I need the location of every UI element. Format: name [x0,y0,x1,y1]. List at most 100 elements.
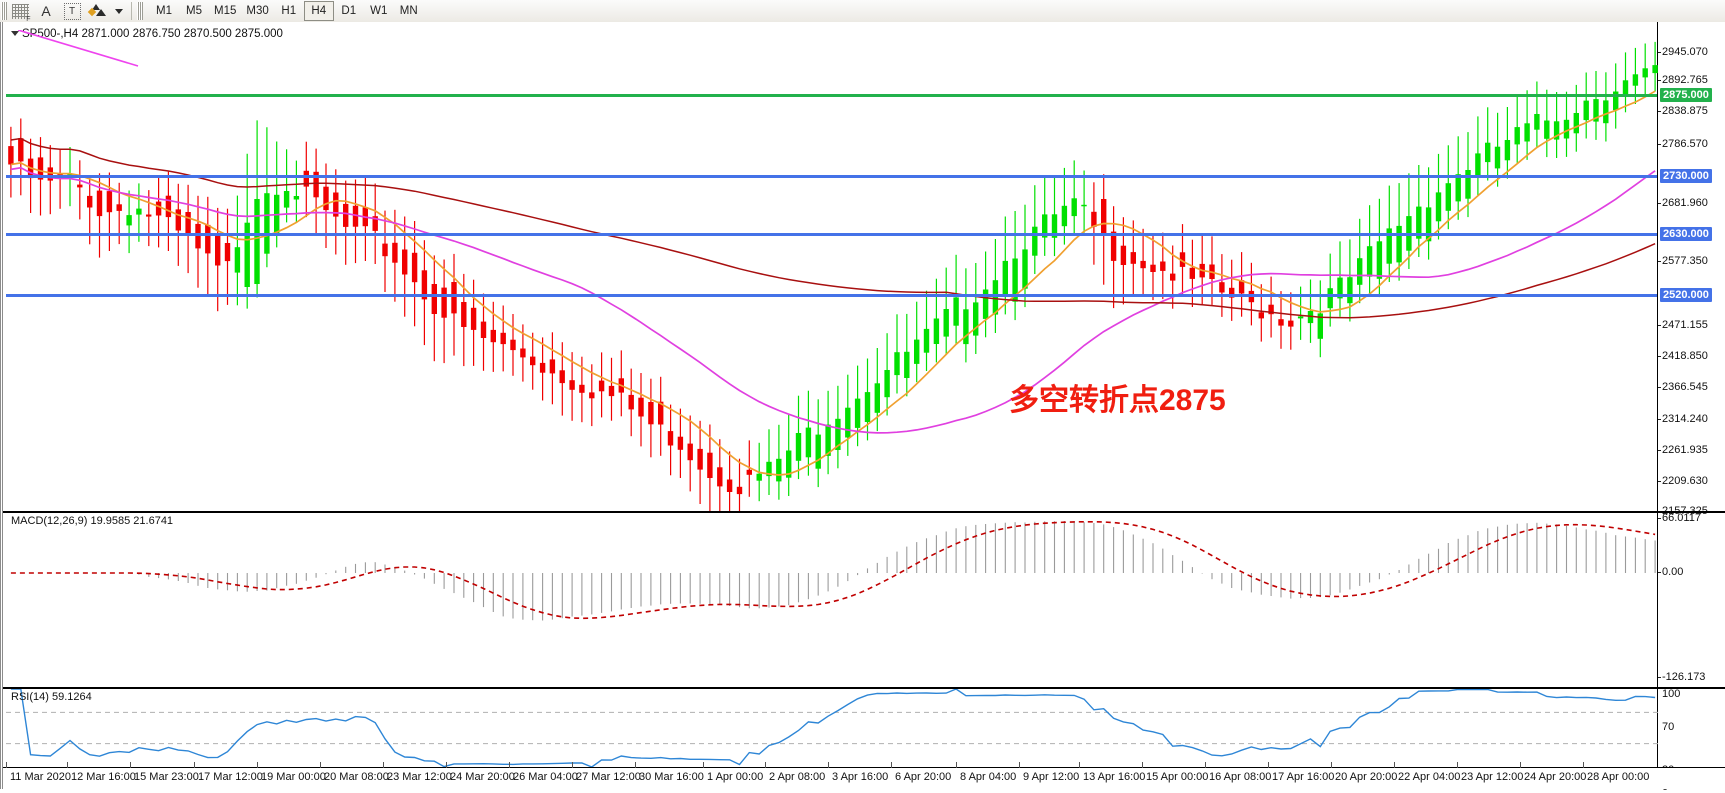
timeframe-h1[interactable]: H1 [281,5,297,17]
time-axis-tick [1205,762,1206,768]
macd-plot[interactable] [6,513,1657,687]
time-axis-label: 26 Mar 04:00 [513,771,578,783]
rsi-axis-label: 100 [1662,688,1681,700]
time-axis-tick [383,762,384,768]
time-axis-tick [703,762,704,768]
shapes-icon[interactable] [85,1,111,21]
time-axis-tick [1457,762,1458,768]
time-axis-label: 15 Apr 00:00 [1146,771,1209,783]
price-axis-label: 2838.875 [1658,105,1708,117]
time-axis-tick [635,762,636,768]
text-label-icon[interactable]: T [59,1,85,21]
macd-axis-label: 66.0117 [1658,512,1701,524]
time-axis-label: 30 Mar 16:00 [639,771,704,783]
time-axis-label: 17 Mar 12:00 [198,771,263,783]
time-axis-tick [1079,762,1080,768]
timeframe-m1[interactable]: M1 [156,5,172,17]
timeframe-m5[interactable]: M5 [186,5,202,17]
timeframe-h4[interactable]: H4 [303,1,334,21]
price-axis-label: 2892.765 [1658,74,1708,86]
text-label-box-icon: T [63,2,81,20]
price-axis-label: 2681.960 [1658,197,1708,209]
price-axis-label: 2314.240 [1658,413,1708,425]
time-axis-tick [956,762,957,768]
timeframe-m30[interactable]: M30 [246,5,269,17]
price-level-line[interactable] [6,294,1657,297]
price-level-badge: 2875.000 [1660,88,1712,102]
rsi-label: RSI(14) 59.1264 [11,691,92,703]
trendline-drawing[interactable] [18,30,148,70]
chart-area[interactable]: SP500-,H4 2871.000 2876.750 2870.500 287… [0,22,1725,793]
time-axis-label: 17 Apr 16:00 [1272,771,1335,783]
toolbar-grip-2[interactable] [137,2,143,20]
time-axis-label: 9 Apr 12:00 [1023,771,1080,783]
time-axis-label: 24 Apr 20:00 [1524,771,1587,783]
timeframe-w1[interactable]: W1 [370,5,388,17]
time-axis-label: 2 Apr 08:00 [769,771,826,783]
rsi-series [6,689,1660,767]
price-level-badge: 2520.000 [1660,288,1712,302]
shapes-dropdown-icon[interactable] [111,1,127,21]
toolbar: F A T M1 M5 M15 M30 H1 H4 D1 W1 MN [0,0,1725,23]
timeframe-m15[interactable]: M15 [214,5,237,17]
toolbar-grip-1[interactable] [1,2,7,20]
price-axis-label: 2209.630 [1658,475,1708,487]
price-axis[interactable]: 2945.070 2892.765 2875.000 2838.875 2786.570… [1657,22,1725,793]
time-axis-tick [1520,762,1521,768]
time-axis-label: 23 Apr 12:00 [1461,771,1524,783]
price-axis-label: 2261.935 [1658,444,1708,456]
time-axis-label: 12 Mar 16:00 [71,771,136,783]
time-axis-tick [6,762,7,768]
timeframe-mn[interactable]: MN [399,5,418,17]
time-axis-label: 20 Mar 08:00 [324,771,389,783]
chevron-down-icon [115,8,123,14]
price-axis-label: 2418.850 [1658,350,1708,362]
price-axis-label: 2786.570 [1658,138,1708,150]
time-axis-label: 28 Apr 00:00 [1587,771,1650,783]
rsi-plot[interactable] [6,689,1660,767]
macd-series [10,521,1656,621]
time-axis-label: 27 Mar 12:00 [576,771,641,783]
time-axis-tick [130,762,131,768]
time-axis-label: 11 Mar 2020 [10,771,71,783]
price-level-line[interactable] [6,233,1657,236]
time-axis-tick [257,762,258,768]
time-axis-tick [1142,762,1143,768]
price-axis-label: 2366.545 [1658,381,1708,393]
time-axis-tick [194,762,195,768]
time-axis-label: 16 Apr 08:00 [1209,771,1272,783]
time-axis-label: 20 Apr 20:00 [1335,771,1398,783]
price-plot[interactable]: 多空转折点2875 [6,22,1658,511]
time-axis-label: 15 Mar 23:00 [134,771,199,783]
text-a-icon[interactable]: A [41,3,51,19]
collapse-caret-icon[interactable] [11,31,19,37]
time-axis-label: 6 Apr 20:00 [895,771,952,783]
crosshair-grid-icon[interactable]: F [7,1,33,23]
price-axis-label: 2945.070 [1658,46,1708,58]
rsi-pane-separator [3,687,1725,689]
time-axis-tick [1394,762,1395,768]
price-level-badge: 2730.000 [1660,169,1712,183]
time-axis-tick [1583,762,1584,768]
time-axis-tick [828,762,829,768]
symbol-ohlc-text: SP500-,H4 2871.000 2876.750 2870.500 287… [22,28,283,40]
time-axis-tick [509,762,510,768]
time-axis-label: 13 Apr 16:00 [1083,771,1146,783]
time-axis-label: 19 Mar 00:00 [261,771,326,783]
time-axis-label: 22 Apr 04:00 [1398,771,1461,783]
time-axis-tick [572,762,573,768]
time-axis-label: 3 Apr 16:00 [832,771,889,783]
time-axis-tick [446,762,447,768]
time-axis-tick [765,762,766,768]
price-level-line[interactable] [6,175,1657,178]
time-axis-tick [1268,762,1269,768]
price-level-line[interactable] [6,94,1657,97]
timeframe-d1[interactable]: D1 [341,5,357,17]
time-axis-tick [1019,762,1020,768]
time-axis[interactable]: 11 Mar 2020 12 Mar 16:00 15 Mar 23:00 17 Ma… [3,762,1725,789]
time-axis-tick [1331,762,1332,768]
macd-label: MACD(12,26,9) 19.9585 21.6741 [11,515,174,527]
toolbar-divider [131,2,132,20]
macd-axis-label: -126.173 [1658,671,1705,683]
